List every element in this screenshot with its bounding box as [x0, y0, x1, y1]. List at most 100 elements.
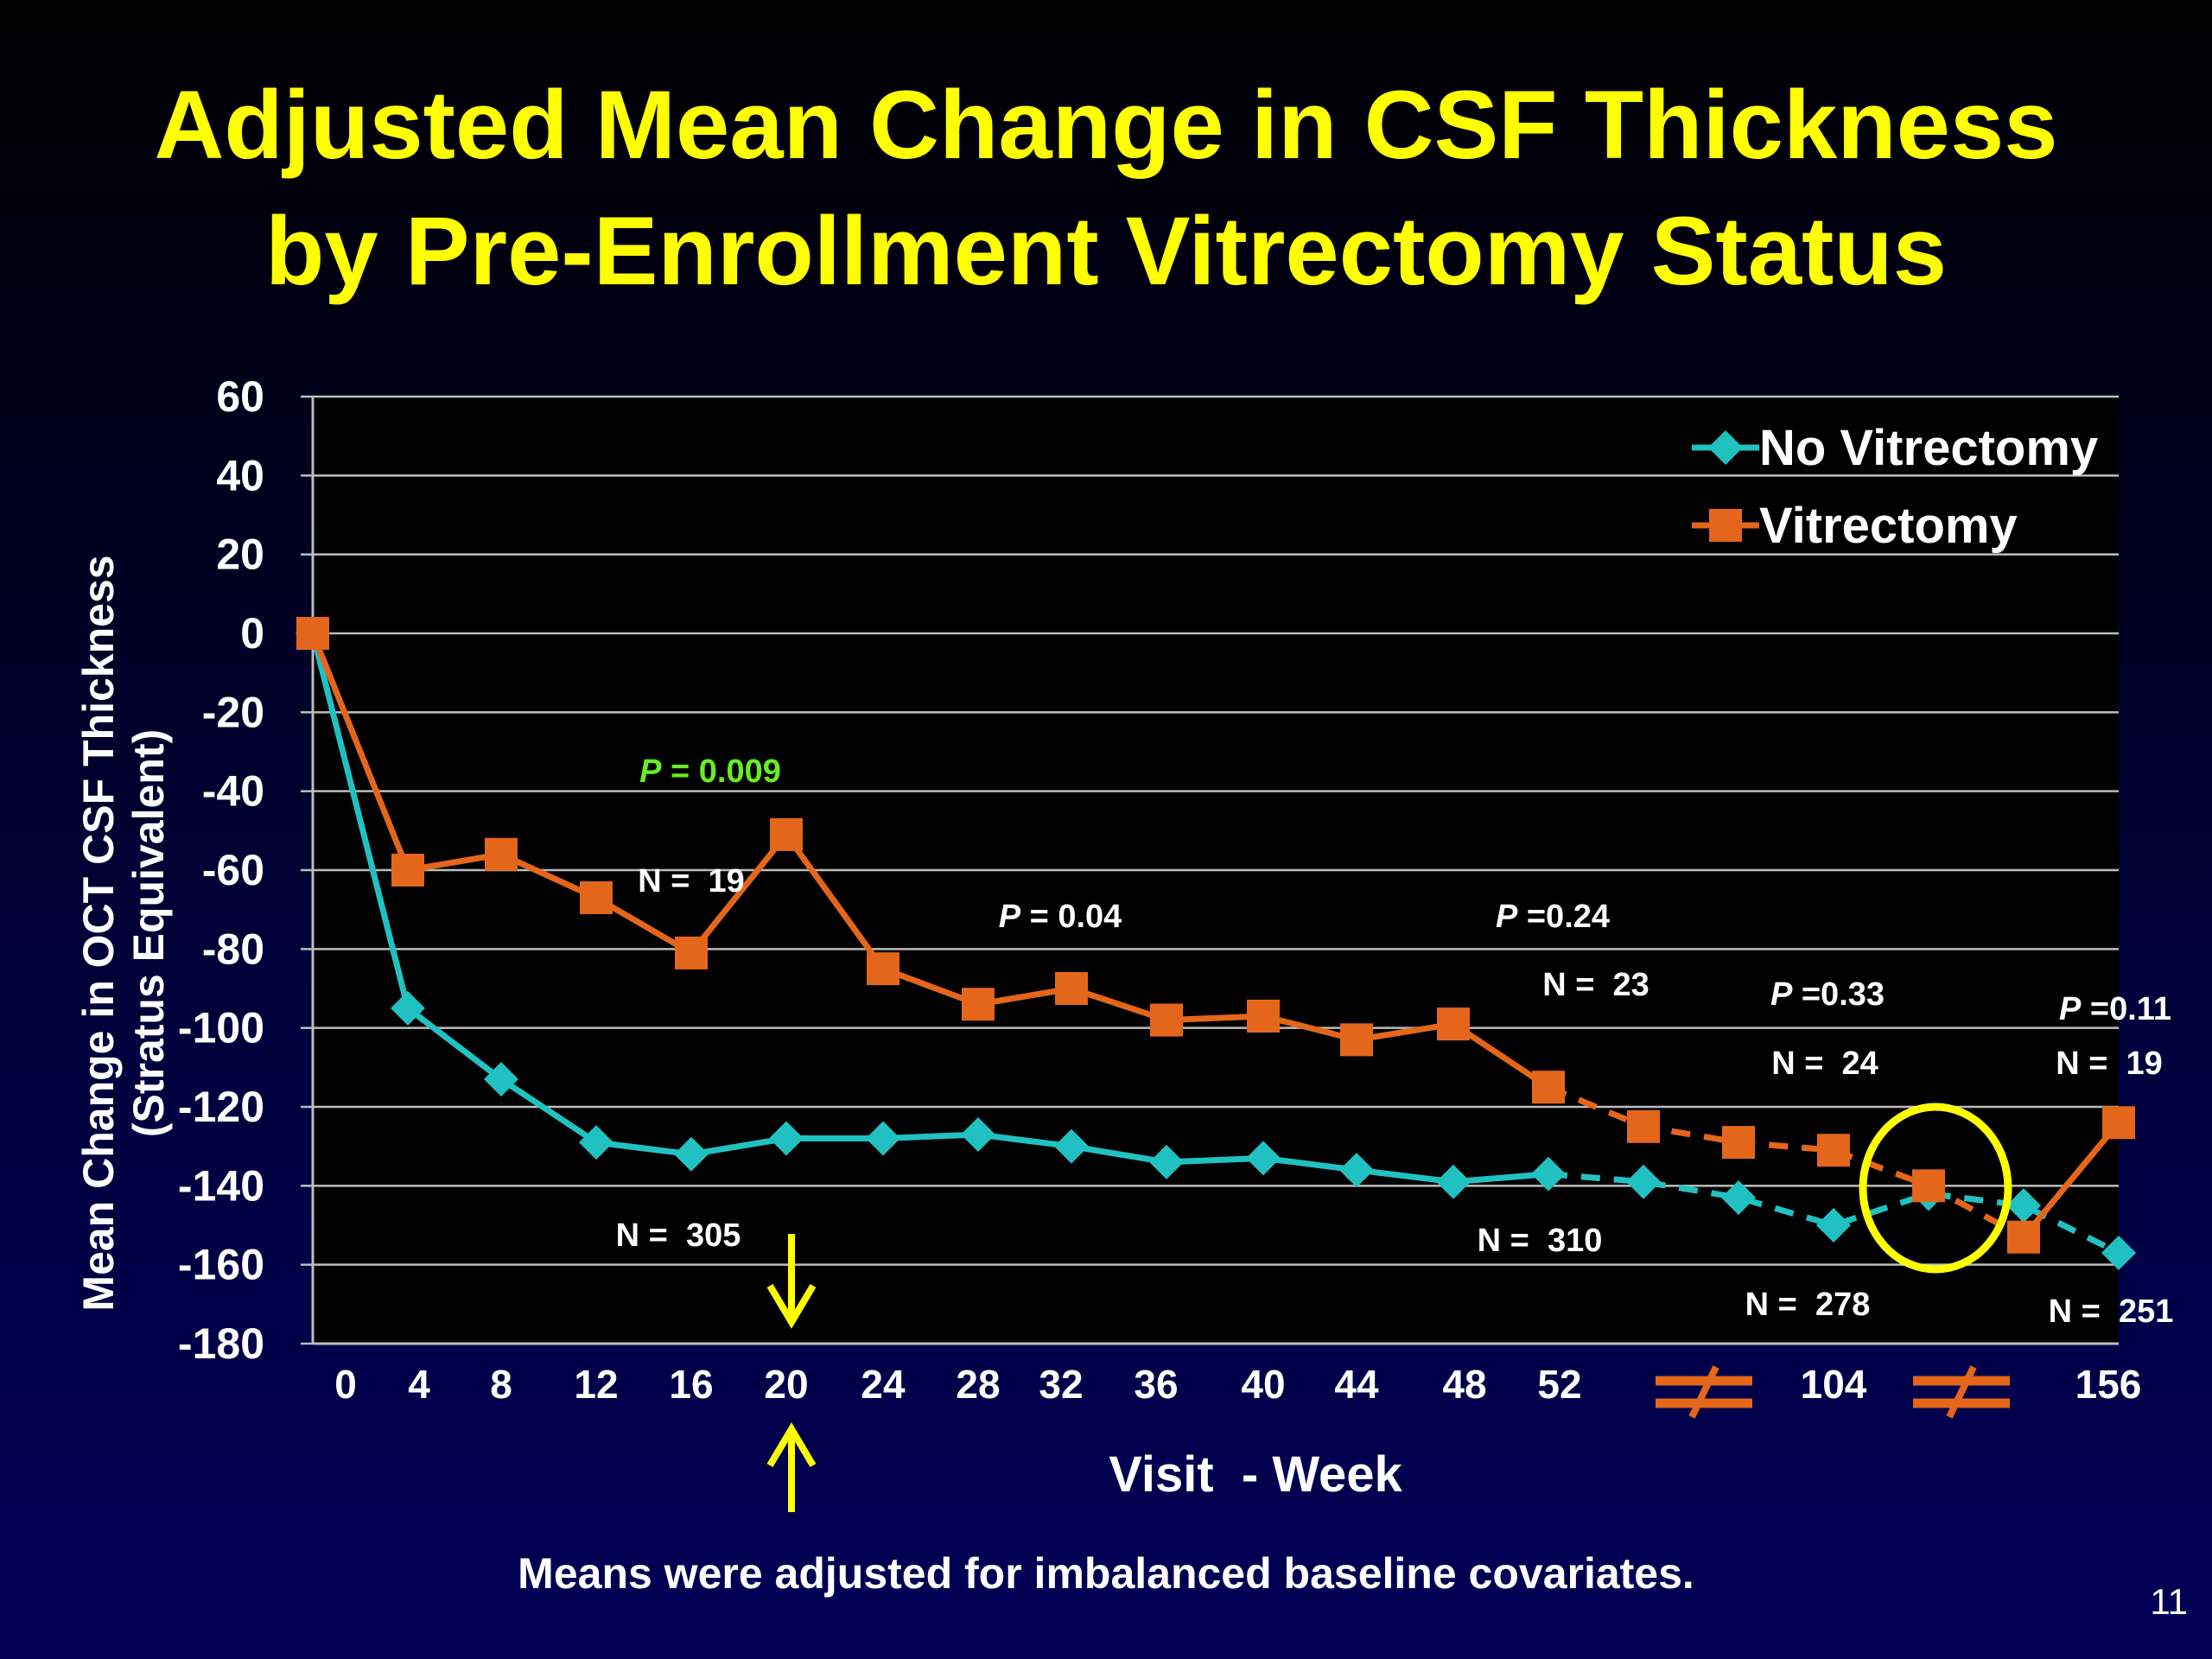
x-tick-label: 28 — [956, 1362, 1000, 1407]
p-value-text: =0.11 — [2081, 991, 2171, 1027]
n-label: N = 278 — [1745, 1287, 1871, 1323]
data-point-vitrectomy — [1247, 999, 1280, 1033]
n-label: N = 19 — [638, 863, 745, 899]
week20-up-arrow — [766, 1422, 817, 1512]
data-point-no-vitrectomy — [2101, 1235, 2136, 1270]
data-point-no-vitrectomy — [1246, 1141, 1281, 1176]
legend: No Vitrectomy Vitrectomy — [1692, 420, 2098, 554]
p-value-annotation: P = 0.009 — [639, 753, 781, 790]
x-tick-label: 32 — [1039, 1362, 1083, 1407]
data-point-vitrectomy — [1532, 1071, 1565, 1104]
p-value-symbol: P — [1496, 899, 1518, 935]
data-point-no-vitrectomy — [674, 1136, 709, 1172]
x-tick-label: 24 — [861, 1362, 906, 1407]
y-tick-label: -40 — [202, 767, 264, 816]
data-point-vitrectomy — [770, 817, 803, 851]
data-point-vitrectomy — [867, 952, 899, 986]
axis-break-slash — [1946, 1365, 1977, 1419]
x-tick-label: 12 — [574, 1362, 618, 1407]
axis-break-marks — [1656, 1365, 2010, 1419]
data-point-no-vitrectomy — [2006, 1188, 2041, 1224]
y-tick-label: 40 — [216, 451, 264, 499]
slide-title-line-2: by Pre-Enrollment Vitrectomy Status — [265, 197, 1947, 305]
x-tick-label: 4 — [408, 1362, 430, 1407]
data-point-vitrectomy — [675, 936, 708, 969]
data-point-no-vitrectomy — [1436, 1164, 1471, 1199]
x-tick-label: 16 — [669, 1362, 713, 1407]
data-point-vitrectomy — [1722, 1126, 1755, 1160]
y-tick-label: -100 — [178, 1004, 264, 1052]
p-value-symbol: P — [1770, 976, 1793, 1013]
data-point-no-vitrectomy — [1721, 1180, 1756, 1216]
data-point-no-vitrectomy — [1339, 1153, 1374, 1188]
legend-label: Vitrectomy — [1759, 498, 2018, 554]
data-point-no-vitrectomy — [1149, 1144, 1184, 1179]
data-point-no-vitrectomy — [866, 1121, 900, 1156]
slide-title-line-1: Adjusted Mean Change in CSF Thickness — [154, 71, 2058, 179]
data-point-no-vitrectomy — [1626, 1164, 1661, 1199]
y-tick-label: -160 — [178, 1241, 264, 1289]
data-point-vitrectomy — [391, 854, 424, 887]
x-tick-label: 44 — [1334, 1362, 1379, 1407]
p-value-annotation: P =0.11 — [2059, 991, 2171, 1027]
arrow-head — [766, 1422, 817, 1468]
data-point-no-vitrectomy — [961, 1116, 995, 1152]
series-line-dashed — [1547, 1084, 2025, 1240]
x-tick-label: 20 — [764, 1362, 808, 1407]
data-point-vitrectomy — [1627, 1109, 1660, 1143]
data-point-no-vitrectomy — [769, 1121, 804, 1156]
arrow-head — [766, 1283, 817, 1329]
data-point-vitrectomy — [1055, 972, 1088, 1005]
legend-marker-square — [1709, 509, 1742, 542]
slide-title: Adjusted Mean Change in CSF Thickness by… — [0, 62, 2212, 315]
n-label: N = 19 — [2056, 1046, 2163, 1082]
axis-break-symbol — [1913, 1365, 2010, 1419]
data-point-vitrectomy — [1437, 1007, 1470, 1041]
series-markers — [296, 616, 2136, 1270]
y-tick-label: -120 — [178, 1083, 264, 1131]
p-value-symbol: P — [999, 899, 1021, 935]
overlays — [766, 1103, 2012, 1512]
data-point-vitrectomy — [1150, 1003, 1183, 1037]
series-line-solid — [309, 632, 1549, 1185]
data-point-no-vitrectomy — [391, 990, 425, 1026]
y-tick-label: 60 — [216, 372, 264, 421]
p-value-annotation: P =0.33 — [1770, 976, 1885, 1013]
x-tick-label: 104 — [1801, 1362, 1867, 1407]
data-point-vitrectomy — [485, 837, 518, 871]
axis-break-slash — [1688, 1365, 1719, 1419]
data-point-vitrectomy — [2007, 1220, 2040, 1254]
n-label: N = 305 — [616, 1217, 741, 1254]
y-tick-label: -80 — [202, 925, 264, 973]
data-point-vitrectomy — [1340, 1023, 1373, 1057]
data-point-vitrectomy — [2102, 1106, 2135, 1140]
y-tick-labels: 60 40 20 0 -20 -40 -60 -80 -100 -120 -140 -160 -180 — [178, 372, 264, 1368]
x-tick-label: 156 — [2075, 1362, 2142, 1407]
x-tick-label: 36 — [1134, 1362, 1178, 1407]
data-point-no-vitrectomy — [1054, 1128, 1089, 1164]
y-tick-label: -180 — [178, 1319, 264, 1368]
y-tick-label: -140 — [178, 1161, 264, 1210]
axis-break-symbol — [1656, 1365, 1752, 1419]
y-tick-label: -20 — [202, 688, 264, 736]
footnote: Means were adjusted for imbalanced basel… — [518, 1549, 1694, 1598]
data-point-vitrectomy — [962, 988, 995, 1021]
data-point-vitrectomy — [580, 880, 613, 914]
x-tick-label: 8 — [490, 1362, 512, 1407]
p-value-text: =0.33 — [1792, 976, 1885, 1013]
page-number: 11 — [2150, 1581, 2188, 1622]
week20-down-arrow — [766, 1234, 817, 1329]
p-value-text: = 0.009 — [661, 753, 780, 790]
x-axis-title: Visit - Week — [1109, 1446, 1402, 1503]
p-value-annotation: P =0.24 — [1496, 899, 1610, 935]
highlight-circle — [1859, 1103, 2012, 1274]
n-label: N = 251 — [2049, 1294, 2174, 1330]
n-label: N = 24 — [1771, 1046, 1878, 1082]
x-tick-label: 0 — [334, 1362, 357, 1407]
data-point-no-vitrectomy — [579, 1125, 613, 1160]
y-tick-label: 20 — [216, 531, 264, 579]
p-value-text: =0.24 — [1517, 899, 1610, 935]
